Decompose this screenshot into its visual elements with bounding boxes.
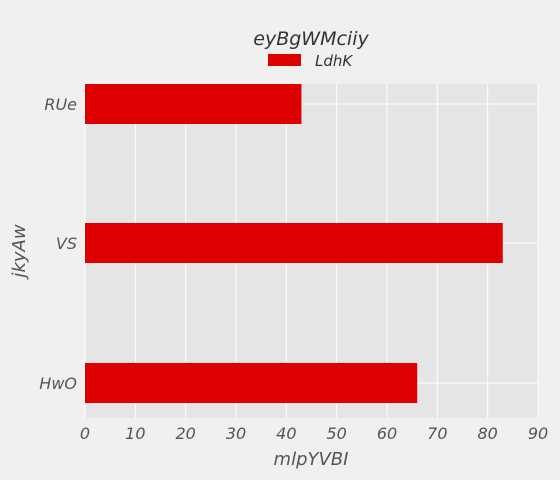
legend-swatch — [268, 54, 301, 66]
x-tick-label: 40 — [276, 424, 296, 443]
legend: LdhK — [268, 52, 353, 70]
x-tick-label: 70 — [427, 424, 447, 443]
y-tick-labels: RUe VS HwO — [39, 95, 77, 393]
x-tick-label: 50 — [326, 424, 346, 443]
legend-label: LdhK — [315, 52, 353, 70]
y-tick-label: VS — [56, 234, 77, 253]
x-tick-label: 60 — [377, 424, 397, 443]
x-tick-label: 0 — [80, 424, 90, 443]
x-tick-labels: 0 10 20 30 40 50 60 70 80 90 — [80, 424, 548, 443]
y-tick-label: HwO — [39, 374, 77, 393]
chart-title: eyBgWMciiy — [253, 28, 369, 50]
x-tick-label: 20 — [175, 424, 195, 443]
x-tick-label: 80 — [477, 424, 497, 443]
x-tick-label: 90 — [528, 424, 548, 443]
bars-group — [85, 84, 503, 403]
bar-HwO — [85, 363, 418, 403]
bar-VS — [85, 223, 503, 263]
y-tick-label: RUe — [44, 95, 77, 114]
bar-RUe — [85, 84, 302, 124]
y-axis-label: jkyAw — [9, 224, 30, 280]
x-tick-label: 30 — [226, 424, 246, 443]
x-axis-label: mlpYVBI — [274, 449, 349, 470]
x-tick-label: 10 — [125, 424, 145, 443]
